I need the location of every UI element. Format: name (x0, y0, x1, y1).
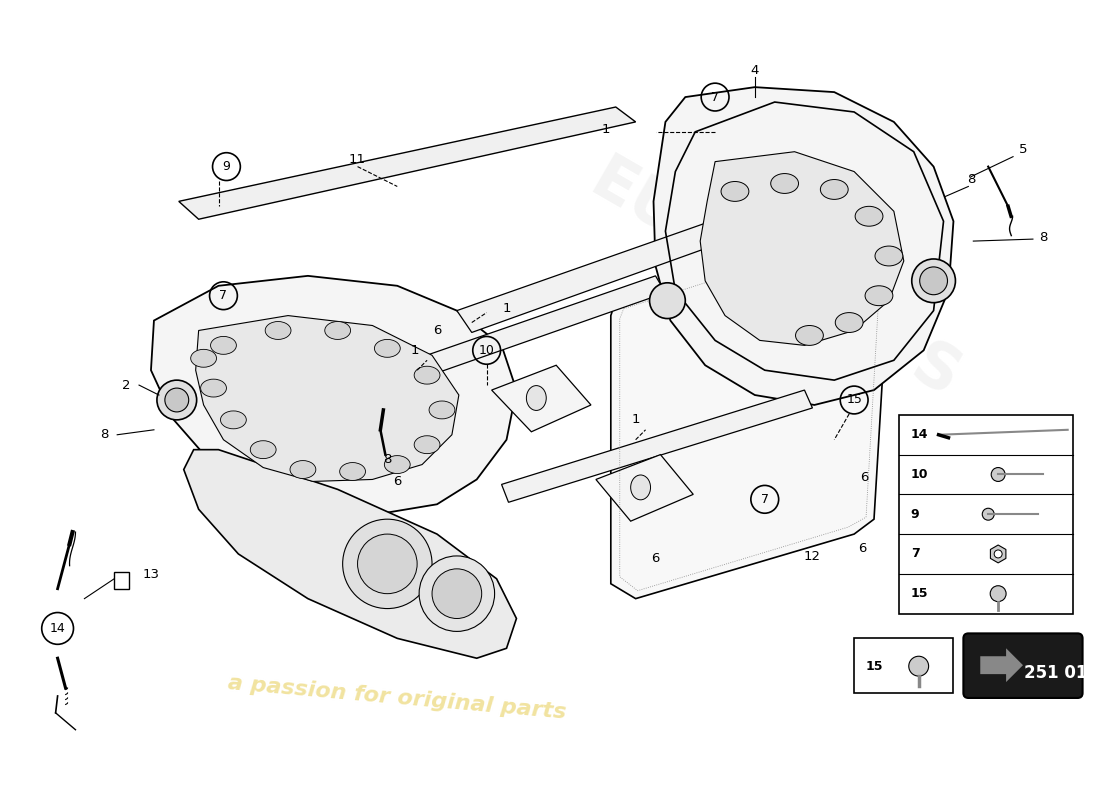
Ellipse shape (210, 337, 236, 354)
Circle shape (157, 380, 197, 420)
Ellipse shape (220, 411, 246, 429)
Text: a passion for original parts: a passion for original parts (228, 673, 568, 722)
Circle shape (649, 283, 685, 318)
Circle shape (991, 467, 1005, 482)
Ellipse shape (200, 379, 227, 397)
Polygon shape (701, 152, 904, 346)
Text: 10: 10 (478, 344, 495, 357)
Polygon shape (596, 454, 693, 521)
PathPatch shape (653, 87, 954, 405)
Text: 15: 15 (866, 660, 883, 673)
Text: 2: 2 (122, 378, 131, 392)
Polygon shape (412, 276, 666, 378)
Circle shape (358, 534, 417, 594)
Text: 7: 7 (711, 90, 719, 103)
Circle shape (432, 569, 482, 618)
Text: 12: 12 (804, 550, 821, 563)
Circle shape (165, 388, 189, 412)
Text: 8: 8 (1038, 230, 1047, 244)
Text: 15: 15 (846, 394, 862, 406)
Polygon shape (179, 107, 636, 219)
Ellipse shape (630, 475, 650, 500)
Ellipse shape (265, 322, 292, 339)
Polygon shape (196, 315, 459, 482)
Text: 9: 9 (222, 160, 230, 173)
Text: 8: 8 (383, 453, 392, 466)
Text: 1: 1 (411, 344, 419, 357)
Text: 6: 6 (858, 542, 867, 555)
Ellipse shape (415, 366, 440, 384)
Text: 13: 13 (143, 568, 160, 582)
Ellipse shape (771, 174, 799, 194)
Circle shape (994, 550, 1002, 558)
Text: 7: 7 (761, 493, 769, 506)
Text: 5: 5 (1019, 143, 1027, 156)
Ellipse shape (429, 401, 455, 419)
Ellipse shape (874, 246, 903, 266)
Ellipse shape (384, 456, 410, 474)
Ellipse shape (190, 350, 217, 367)
Circle shape (920, 267, 947, 294)
Ellipse shape (340, 462, 365, 481)
Ellipse shape (324, 322, 351, 339)
Text: 11: 11 (349, 153, 366, 166)
Text: 6: 6 (651, 553, 660, 566)
FancyBboxPatch shape (964, 634, 1082, 698)
Text: 14: 14 (50, 622, 66, 635)
Ellipse shape (821, 179, 848, 199)
Ellipse shape (855, 206, 883, 226)
Text: 14: 14 (911, 428, 928, 442)
Text: 7: 7 (220, 290, 228, 302)
Text: 9: 9 (911, 508, 920, 521)
PathPatch shape (151, 276, 517, 514)
Polygon shape (502, 390, 813, 502)
Ellipse shape (722, 182, 749, 202)
Text: 4: 4 (750, 64, 759, 77)
Ellipse shape (251, 441, 276, 458)
Circle shape (990, 586, 1006, 602)
Text: 8: 8 (100, 428, 109, 442)
Polygon shape (492, 366, 591, 432)
Text: 6: 6 (432, 324, 441, 337)
Polygon shape (456, 216, 740, 333)
Ellipse shape (374, 339, 400, 358)
Ellipse shape (835, 313, 864, 333)
Polygon shape (610, 231, 889, 598)
Text: 1: 1 (503, 302, 510, 315)
Text: 10: 10 (911, 468, 928, 481)
Ellipse shape (415, 436, 440, 454)
Text: EUROPARTS: EUROPARTS (580, 150, 970, 411)
Circle shape (982, 508, 994, 520)
Text: 251 01: 251 01 (1024, 664, 1088, 682)
Circle shape (342, 519, 432, 609)
Text: 8: 8 (967, 173, 976, 186)
Polygon shape (980, 648, 1023, 682)
Text: 7: 7 (911, 547, 920, 561)
Circle shape (909, 656, 928, 676)
FancyBboxPatch shape (899, 415, 1072, 614)
Circle shape (912, 259, 956, 302)
Ellipse shape (865, 286, 893, 306)
Text: 1: 1 (631, 414, 640, 426)
Ellipse shape (795, 326, 824, 346)
Text: 6: 6 (393, 475, 402, 488)
Ellipse shape (527, 386, 547, 410)
FancyBboxPatch shape (854, 638, 954, 693)
Text: 6: 6 (860, 471, 868, 484)
Text: 15: 15 (911, 587, 928, 600)
Polygon shape (184, 450, 517, 658)
Text: 1: 1 (602, 123, 610, 136)
Ellipse shape (290, 461, 316, 478)
Circle shape (419, 556, 495, 631)
